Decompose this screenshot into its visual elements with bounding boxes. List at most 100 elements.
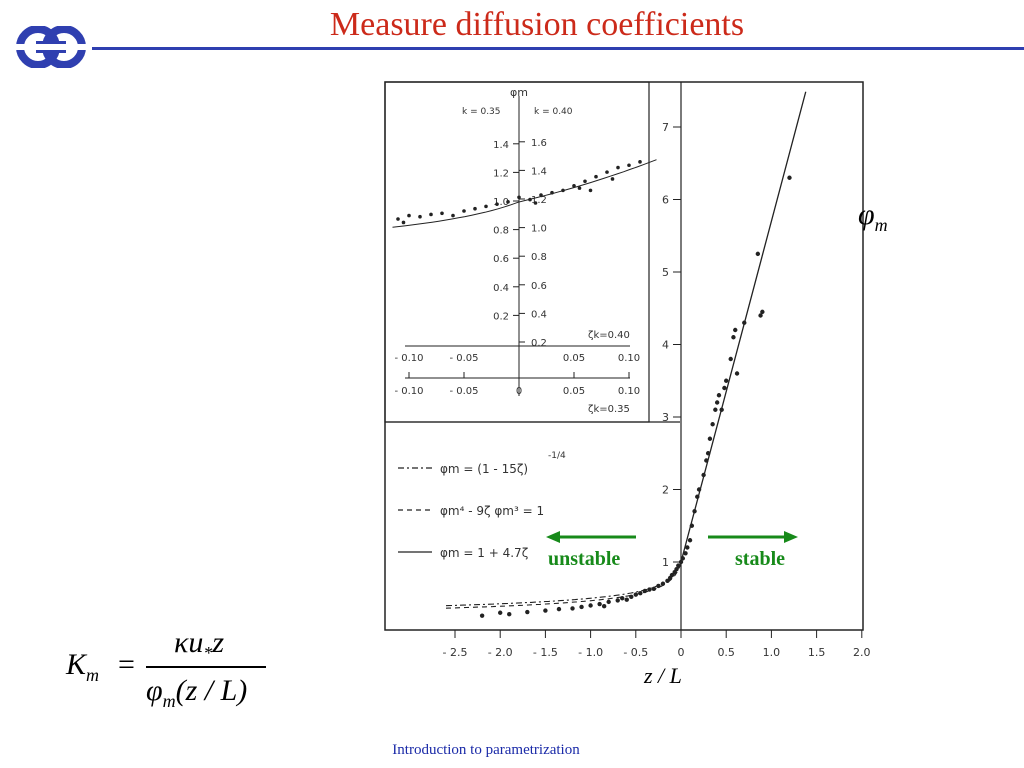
data-point xyxy=(633,592,638,597)
y-tick-label: 6 xyxy=(662,194,669,207)
x-tick-label: 1.0 xyxy=(763,646,781,659)
inset-x-lower-tick-label: 0 xyxy=(516,386,522,397)
inset-data-point xyxy=(605,170,609,174)
inset-x-lower-tick-label: - 0.10 xyxy=(394,386,423,397)
data-point xyxy=(660,581,666,586)
x-tick-label: - 0.5 xyxy=(623,646,648,659)
inset-data-point xyxy=(407,213,411,218)
inset-data-point xyxy=(451,213,455,218)
stable-arrowhead xyxy=(784,531,798,543)
data-point xyxy=(687,538,693,543)
y-tick-label: 7 xyxy=(662,121,669,134)
km-formula: Km = κu*z φm(z / L) xyxy=(66,626,286,730)
data-point xyxy=(601,604,607,609)
data-point xyxy=(787,175,792,180)
data-point xyxy=(755,251,761,257)
inset-data-point xyxy=(418,214,422,219)
ecmwf-logo-icon xyxy=(16,26,86,68)
inset-left-tick-label: 0.2 xyxy=(493,311,509,322)
data-point xyxy=(695,494,700,499)
legend-entry: φm⁴ - 9ζ φm³ = 1 xyxy=(440,504,544,518)
inset-data-point xyxy=(517,195,521,200)
inset-left-tick-label: 0.4 xyxy=(493,283,509,294)
inset-header-right: k = 0.40 xyxy=(534,107,573,117)
formula-lhs: Km xyxy=(66,648,100,685)
inset-data-point xyxy=(572,184,576,188)
data-point xyxy=(722,385,727,391)
x-tick-label: - 1.5 xyxy=(533,646,558,659)
inset-xlabel-upper: ζk=0.40 xyxy=(588,330,630,341)
inset-data-point xyxy=(440,211,444,216)
inset-x-upper-tick-label: 0.05 xyxy=(563,353,585,364)
data-point xyxy=(647,587,652,592)
inset-data-point xyxy=(396,217,400,221)
data-point xyxy=(507,612,512,617)
inset-data-point xyxy=(588,188,593,193)
inset-left-tick-label: 0.8 xyxy=(493,226,509,237)
data-point xyxy=(629,594,634,599)
x-tick-label: 0 xyxy=(678,646,685,659)
inset-data-point xyxy=(594,174,598,179)
data-point xyxy=(733,327,738,333)
inset-data-point xyxy=(484,204,488,209)
data-point xyxy=(676,563,681,568)
inset-right-tick-label: 1.0 xyxy=(531,224,547,235)
inset-left-tick-label: 1.4 xyxy=(493,140,509,151)
data-point xyxy=(728,356,733,362)
inset-data-point xyxy=(577,186,582,190)
inset-xlabel-lower: ζk=0.35 xyxy=(588,404,630,415)
data-point xyxy=(678,559,684,565)
data-point xyxy=(642,588,648,594)
stable-label: stable xyxy=(735,548,785,570)
data-point xyxy=(579,604,584,610)
unstable-fit-dashdot xyxy=(445,561,682,607)
inset-data-point xyxy=(495,202,499,206)
inset-left-tick-label: 1.0 xyxy=(493,197,509,208)
slide-footer: Introduction to parametrization xyxy=(392,742,580,758)
data-point xyxy=(683,551,688,556)
inset-header-left: k = 0.35 xyxy=(462,107,501,117)
inset-data-point xyxy=(638,160,642,164)
inset-x-upper-tick-label: - 0.10 xyxy=(394,353,423,364)
data-point xyxy=(624,597,629,602)
inset-right-tick-label: 0.4 xyxy=(531,309,547,320)
inset-x-upper-tick-label: 0.10 xyxy=(618,353,640,364)
data-point xyxy=(713,407,718,412)
formula-equals: = xyxy=(118,648,135,681)
data-point xyxy=(707,436,713,441)
inset-data-point xyxy=(539,193,543,197)
x-tick-label: 0.5 xyxy=(717,646,735,659)
data-point xyxy=(758,313,763,318)
inset-right-tick-label: 1.2 xyxy=(531,195,547,206)
data-point xyxy=(760,309,765,315)
inset-data-point xyxy=(473,206,477,211)
data-point xyxy=(665,578,670,584)
z-over-l-label: z / L xyxy=(644,663,682,688)
unstable-arrowhead xyxy=(546,531,560,543)
data-point xyxy=(543,608,548,613)
inset-right-tick-label: 1.4 xyxy=(531,166,547,177)
x-tick-label: - 2.5 xyxy=(443,646,468,659)
slide-title: Measure diffusion coefficients xyxy=(329,6,745,43)
inset-data-point xyxy=(583,179,587,184)
fraction-bar xyxy=(146,666,266,668)
y-tick-label: 3 xyxy=(662,411,669,424)
data-point xyxy=(674,567,679,572)
inset-right-tick-label: 0.8 xyxy=(531,252,547,263)
inset-fit-curve xyxy=(392,159,657,228)
x-tick-label: 1.5 xyxy=(808,646,826,659)
y-tick-label: 4 xyxy=(662,339,669,352)
data-point xyxy=(685,545,690,550)
data-point xyxy=(716,393,722,398)
data-point xyxy=(714,400,720,405)
title-rule xyxy=(92,47,1024,50)
data-point xyxy=(742,320,747,325)
data-point xyxy=(692,509,697,514)
formula-numerator: κu*z xyxy=(174,626,225,663)
inset-data-point xyxy=(561,188,565,193)
stable-fit-line xyxy=(680,91,807,563)
inset-data-point xyxy=(627,163,631,168)
data-point xyxy=(588,603,593,608)
data-point xyxy=(638,590,643,596)
